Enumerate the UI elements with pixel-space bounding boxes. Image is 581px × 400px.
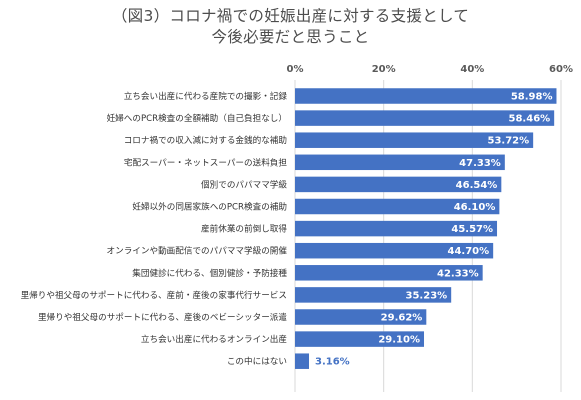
value-label: 35.23%: [406, 290, 448, 301]
value-label: 58.46%: [509, 114, 551, 125]
bar: [295, 309, 427, 325]
category-label: 宅配スーパー・ネットスーパーの送料負担: [124, 156, 288, 168]
x-tick-label: 0%: [287, 64, 304, 75]
x-tick-label: 20%: [372, 64, 396, 75]
bar: [295, 220, 498, 237]
value-label: 45.57%: [451, 224, 493, 235]
bar: [295, 88, 557, 104]
value-label: 53.72%: [488, 136, 530, 147]
x-tick-label: 60%: [549, 64, 573, 75]
bar: [295, 242, 494, 259]
category-label: この中にはない: [227, 355, 287, 367]
category-label: 集団健診に代わる、個別健診・予防接種: [132, 267, 287, 279]
bar: [295, 265, 483, 281]
category-label: 里帰りや祖父母のサポートに代わる、産後のベビーシッター派遣: [38, 311, 287, 323]
category-label: コロナ禍での収入減に対する金銭的な補助: [124, 134, 287, 146]
chart-title-line-2: 今後必要だと思うこと: [211, 28, 370, 46]
category-label: 里帰りや祖父母のサポートに代わる、産前・産後の家事代行サービス: [21, 289, 287, 301]
value-label: 42.33%: [437, 268, 479, 279]
x-tick-label: 40%: [460, 64, 484, 75]
value-label: 47.33%: [459, 158, 501, 169]
category-label: 立ち会い出産に代わる産院での撮影・記録: [124, 90, 288, 102]
bar: [295, 353, 310, 369]
category-label: 妊婦以外の同居家族へのPCR検査の補助: [132, 201, 287, 213]
category-label: オンラインや動画配信でのパパママ学級の開催: [107, 245, 288, 257]
value-label: 29.62%: [381, 313, 423, 324]
value-label: 44.70%: [448, 246, 490, 257]
bar: [295, 176, 502, 193]
value-label: 29.10%: [378, 335, 420, 346]
bar: [295, 198, 500, 215]
category-label: 立ち会い出産に代わるオンライン出産: [141, 333, 287, 345]
bar: [295, 110, 555, 126]
value-label: 46.10%: [454, 202, 496, 213]
category-label: 個別でのパパママ学級: [201, 178, 287, 190]
bar: [295, 287, 452, 303]
bar: [295, 331, 425, 347]
category-label: 産前休業の前倒し取得: [201, 223, 287, 235]
bar: [295, 154, 505, 171]
chart-title: （図3）コロナ禍での妊娠出産に対する支援として 今後必要だと思うこと: [0, 6, 581, 48]
value-label: 58.98%: [511, 92, 553, 103]
bar: [295, 132, 534, 148]
chart-title-line-1: （図3）コロナ禍での妊娠出産に対する支援として: [111, 7, 470, 25]
value-label: 3.16%: [315, 357, 350, 368]
category-label: 妊婦へのPCR検査の全額補助（自己負担なし）: [107, 112, 287, 124]
value-label: 46.54%: [456, 180, 498, 191]
